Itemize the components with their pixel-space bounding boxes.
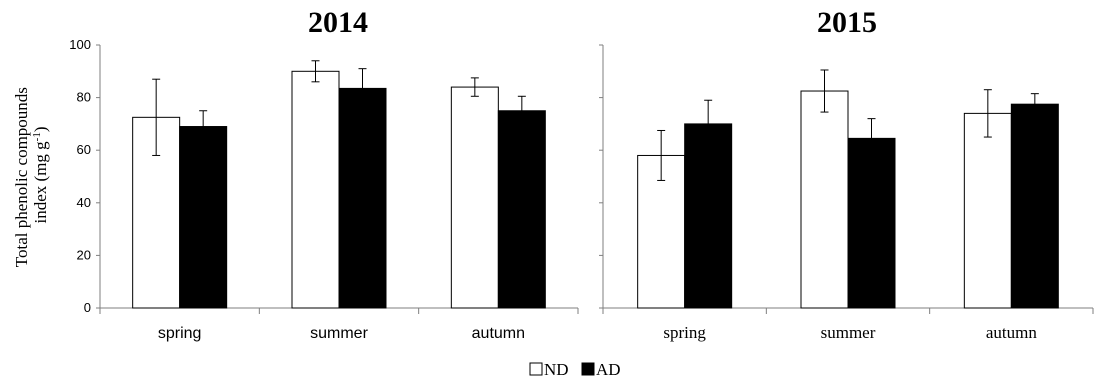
y-tick-label-0: 0 bbox=[84, 300, 91, 315]
panel-title-2014: 2014 bbox=[308, 6, 368, 39]
legend: ND AD bbox=[529, 360, 621, 379]
y-axis-label-line2: index (mg g bbox=[31, 141, 50, 224]
panel-2014-category-spring: spring bbox=[158, 325, 202, 342]
y-tick-label-80: 80 bbox=[77, 90, 91, 105]
panel-2014-bar-autumn-ND bbox=[450, 86, 499, 309]
panel-2015-bar-summer-AD bbox=[847, 137, 896, 309]
panel-2015-bar-spring-AD bbox=[684, 123, 733, 309]
y-tick-label-60: 60 bbox=[77, 142, 91, 157]
y-axis-label-close: ) bbox=[31, 127, 50, 133]
panel-2015-bar-summer-ND bbox=[800, 90, 849, 309]
y-axis-label: Total phenolic compounds index (mg g-1) bbox=[12, 83, 50, 267]
panel-2014-bar-autumn-AD bbox=[497, 110, 546, 309]
panel-2015-bar-autumn-ND bbox=[963, 112, 1012, 309]
legend-label-nd: ND bbox=[544, 360, 569, 379]
panel-2014-category-autumn: autumn bbox=[472, 325, 525, 342]
y-axis-label-sup: -1 bbox=[31, 132, 43, 141]
panel-2015-bar-autumn-AD bbox=[1010, 103, 1059, 309]
panel-2014-bar-spring-AD bbox=[179, 126, 228, 309]
y-tick-label-20: 20 bbox=[77, 247, 91, 262]
panel-2015-category-spring: spring bbox=[663, 323, 706, 342]
panel-2015-category-autumn: autumn bbox=[986, 323, 1037, 342]
panel-title-2015: 2015 bbox=[817, 6, 877, 39]
panel-2014-category-summer: summer bbox=[310, 325, 368, 342]
panel-2015-category-summer: summer bbox=[821, 323, 876, 342]
panel-2014-bar-summer-ND bbox=[291, 70, 340, 309]
y-axis-label-line1: Total phenolic compounds bbox=[12, 87, 31, 267]
y-tick-label-100: 100 bbox=[69, 37, 91, 52]
legend-label-ad: AD bbox=[596, 360, 621, 379]
y-tick-label-40: 40 bbox=[77, 195, 91, 210]
panel-2014-bar-summer-AD bbox=[338, 87, 387, 309]
legend-swatch-ad bbox=[581, 362, 595, 376]
legend-swatch-nd bbox=[529, 362, 543, 376]
